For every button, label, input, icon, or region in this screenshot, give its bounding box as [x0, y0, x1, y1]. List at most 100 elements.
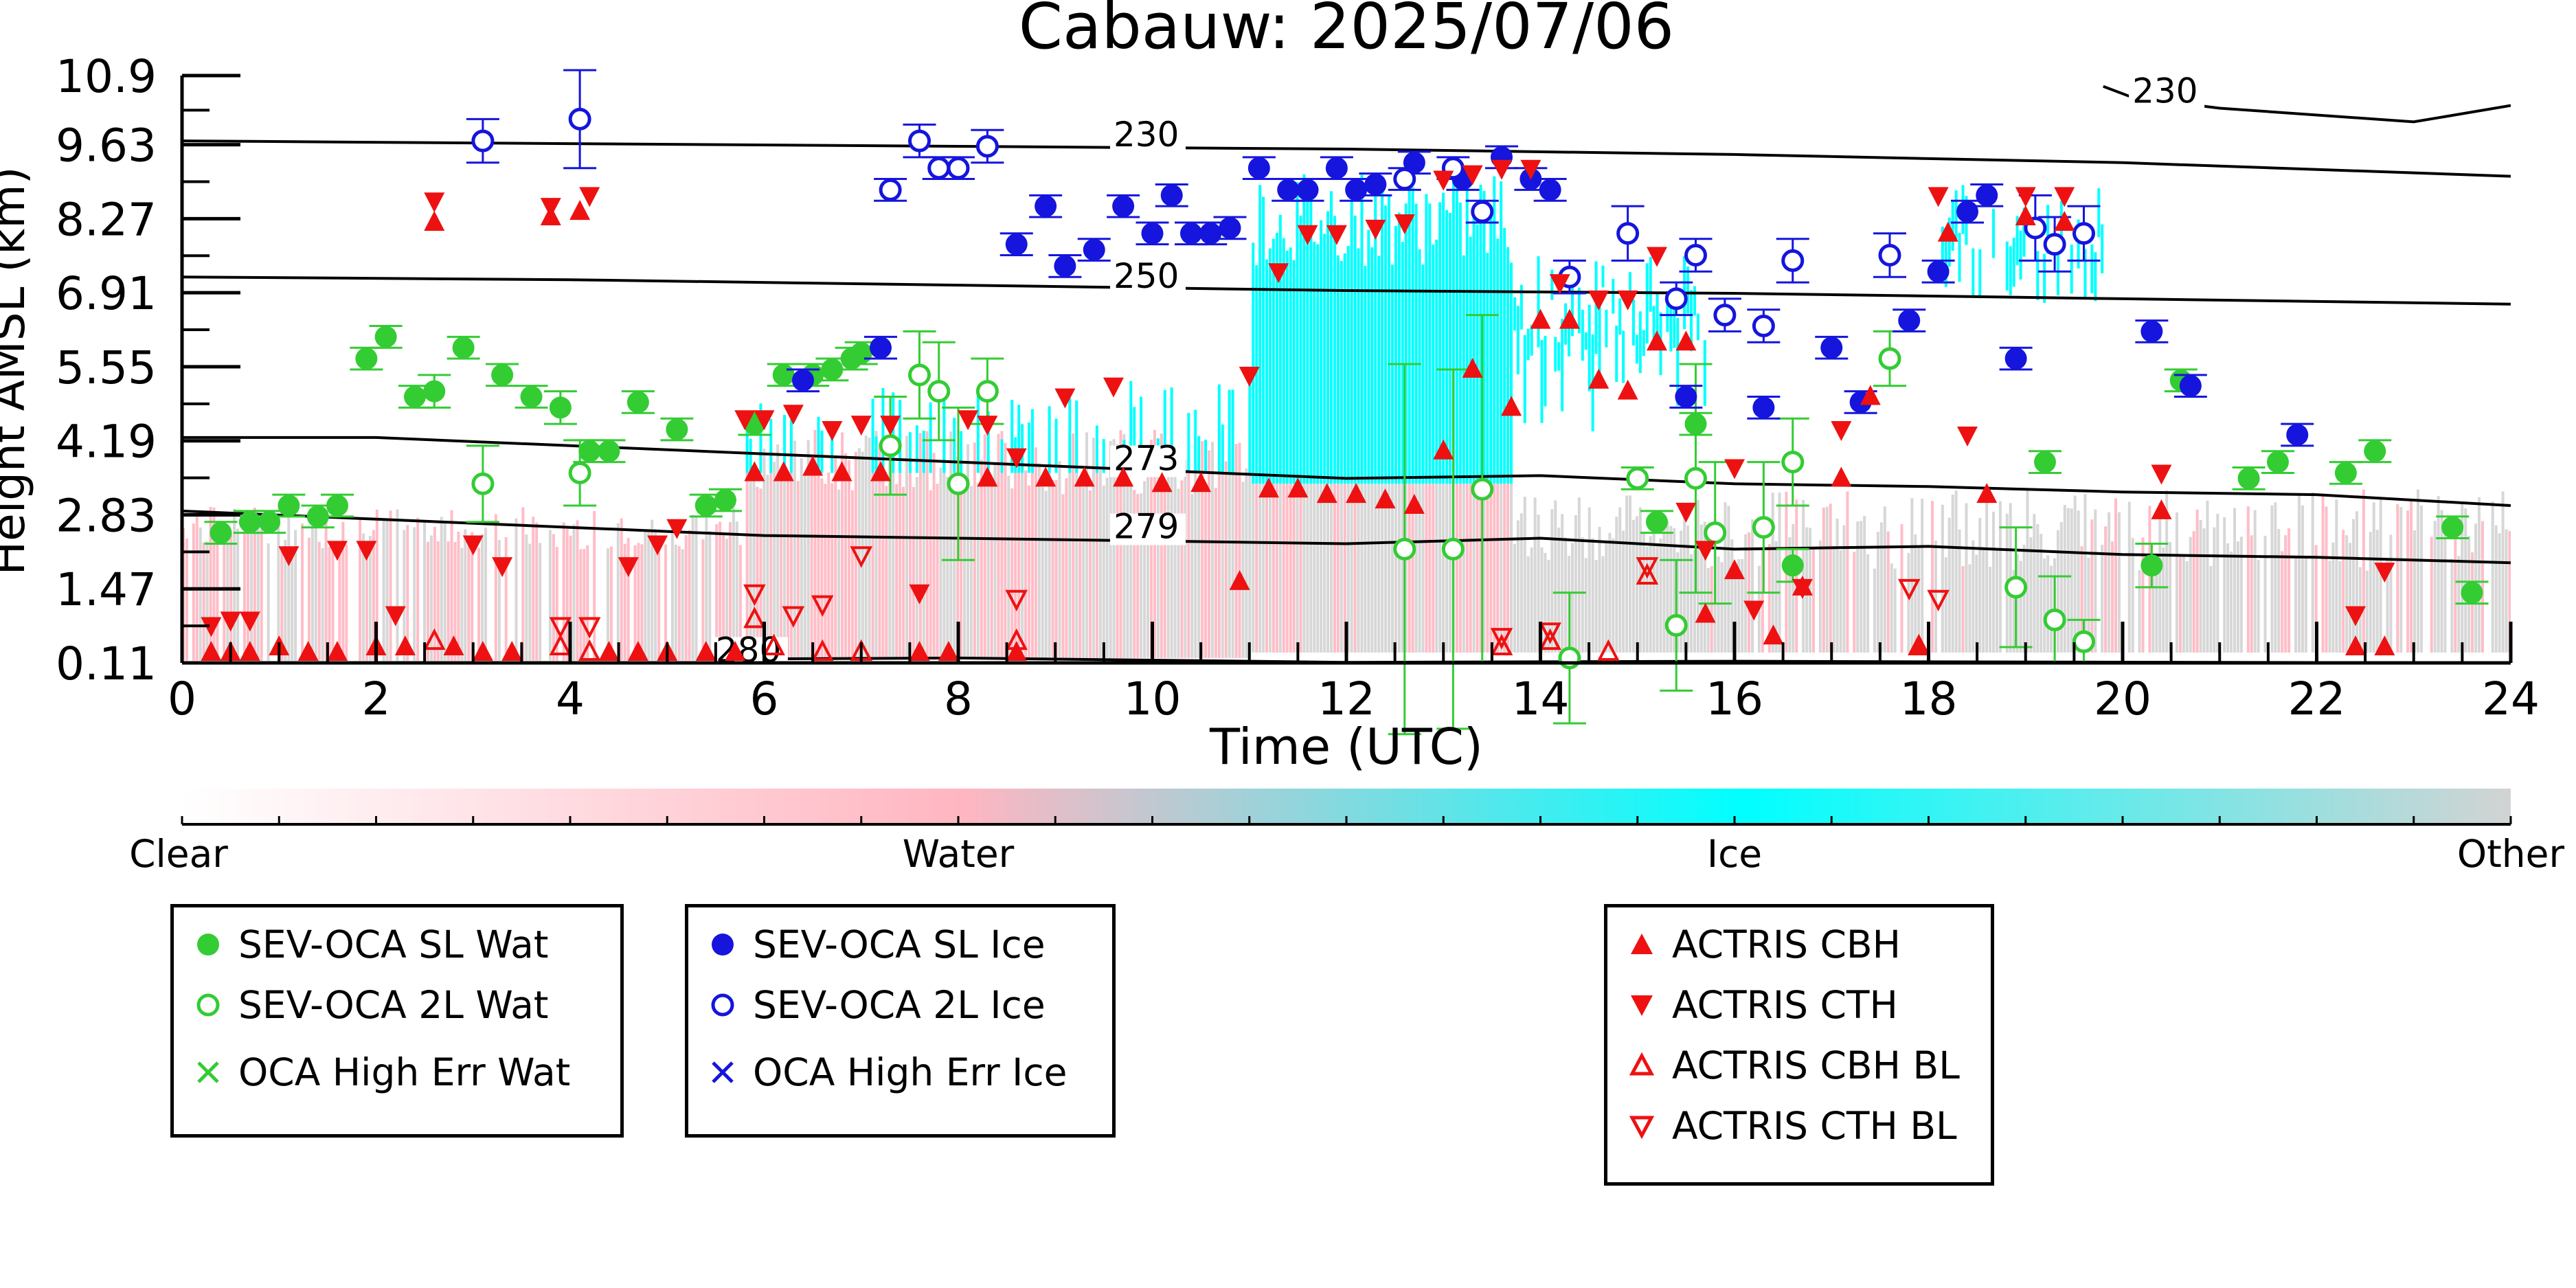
- cloud-column: [2151, 570, 2155, 653]
- data-point: [569, 200, 591, 221]
- data-point: [1616, 222, 1640, 245]
- data-point: [1365, 219, 1386, 240]
- legend-label: ACTRIS CBH: [1672, 923, 1901, 967]
- cloud-column: [1177, 488, 1180, 658]
- data-point: [927, 380, 951, 403]
- data-point: [2015, 187, 2036, 207]
- cloud-column: [1296, 182, 1299, 484]
- cloud-column: [1832, 546, 1835, 653]
- cloud-column: [2206, 500, 2209, 653]
- cloud-column: [1458, 484, 1462, 653]
- cloud-column: [2162, 547, 2165, 653]
- cloud-column: [1010, 400, 1014, 473]
- cloud-column: [2281, 551, 2284, 653]
- cloud-column: [548, 530, 552, 661]
- cloud-column: [1696, 499, 1699, 653]
- isotherm-line: [182, 509, 2511, 565]
- cloud-column: [1397, 212, 1401, 484]
- cloud-column: [1482, 484, 1486, 653]
- data-point: [1695, 541, 1716, 561]
- y-tick-label: 6.91: [56, 267, 157, 320]
- cloud-column: [1037, 463, 1041, 658]
- cloud-column: [1451, 174, 1455, 484]
- cloud-column: [1699, 524, 1703, 653]
- cloud-column: [1978, 249, 1982, 299]
- cloud-column: [1812, 549, 1815, 653]
- cloud-column: [1645, 546, 1649, 653]
- cloud-column: [1364, 484, 1367, 653]
- data-point: [1781, 249, 1805, 272]
- cloud-column: [2097, 188, 2101, 238]
- cloud-column: [1537, 515, 1540, 653]
- cloud-column: [1217, 430, 1221, 658]
- data-point: [2237, 467, 2260, 490]
- data-point: [1258, 477, 1279, 498]
- cloud-column: [1890, 563, 1893, 653]
- data-point: [306, 505, 329, 528]
- cloud-column: [1649, 536, 1652, 653]
- data-point: [210, 521, 232, 544]
- cloud-column: [918, 433, 922, 658]
- cloud-column: [1418, 484, 1421, 653]
- data-point: [762, 633, 785, 656]
- cloud-column: [1269, 248, 1272, 484]
- data-point: [491, 363, 514, 386]
- cloud-column: [783, 475, 787, 658]
- cloud-column: [1486, 253, 1489, 484]
- cloud-column: [1095, 425, 1098, 473]
- data-point: [714, 489, 736, 512]
- cloud-column: [565, 529, 569, 661]
- cloud-column: [841, 432, 844, 658]
- data-point: [1520, 159, 1541, 180]
- cloud-column: [719, 521, 722, 661]
- data-point: [1501, 396, 1522, 416]
- cloud-column: [834, 456, 837, 658]
- cloud-column: [1975, 554, 1978, 653]
- cloud-column: [1995, 550, 1998, 653]
- cloud-column: [725, 539, 728, 661]
- x-mark-icon: [197, 1061, 219, 1083]
- cloud-column: [2328, 561, 2331, 653]
- cloud-column: [1208, 450, 1211, 658]
- cloud-column: [1526, 556, 1530, 653]
- cloud-column: [1187, 413, 1190, 473]
- cloud-column: [1024, 470, 1028, 658]
- data-point: [2072, 630, 2095, 653]
- cloud-column: [1149, 439, 1153, 658]
- isotherm-label: 230: [2132, 71, 2197, 111]
- cloud-column: [515, 518, 518, 661]
- cloud-column: [1323, 234, 1326, 484]
- cloud-column: [1642, 330, 1645, 357]
- data-point: [423, 380, 446, 403]
- cloud-column: [874, 436, 878, 473]
- data-point: [1403, 493, 1425, 514]
- data-point: [1490, 633, 1513, 656]
- cloud-column: [2233, 508, 2237, 653]
- cloud-column: [759, 403, 762, 473]
- cloud-column: [1421, 484, 1425, 653]
- cloud-column: [396, 509, 399, 661]
- cloud-column: [1194, 435, 1197, 658]
- cloud-column: [1941, 226, 1944, 276]
- cloud-column: [2440, 510, 2443, 653]
- data-point: [1005, 589, 1028, 612]
- cloud-column: [749, 438, 752, 473]
- data-point: [2034, 451, 2056, 473]
- open-circle-icon: [196, 993, 220, 1017]
- data-point: [1956, 201, 1978, 223]
- cloud-column: [1588, 304, 1591, 392]
- cloud-column: [2301, 505, 2304, 653]
- cloud-column: [467, 544, 471, 661]
- cloud-column: [1516, 306, 1519, 374]
- cloud-column: [2040, 534, 2043, 653]
- cloud-column: [2491, 501, 2494, 653]
- y-tick-label: 0.11: [56, 637, 157, 690]
- cloud-column: [1088, 490, 1092, 658]
- cloud-column: [212, 507, 216, 661]
- cloud-column: [1584, 558, 1588, 653]
- cloud-column: [2230, 551, 2233, 653]
- cloud-column: [670, 519, 674, 661]
- data-point: [1636, 557, 1659, 579]
- cloud-column: [908, 432, 912, 473]
- cloud-column: [1662, 526, 1666, 653]
